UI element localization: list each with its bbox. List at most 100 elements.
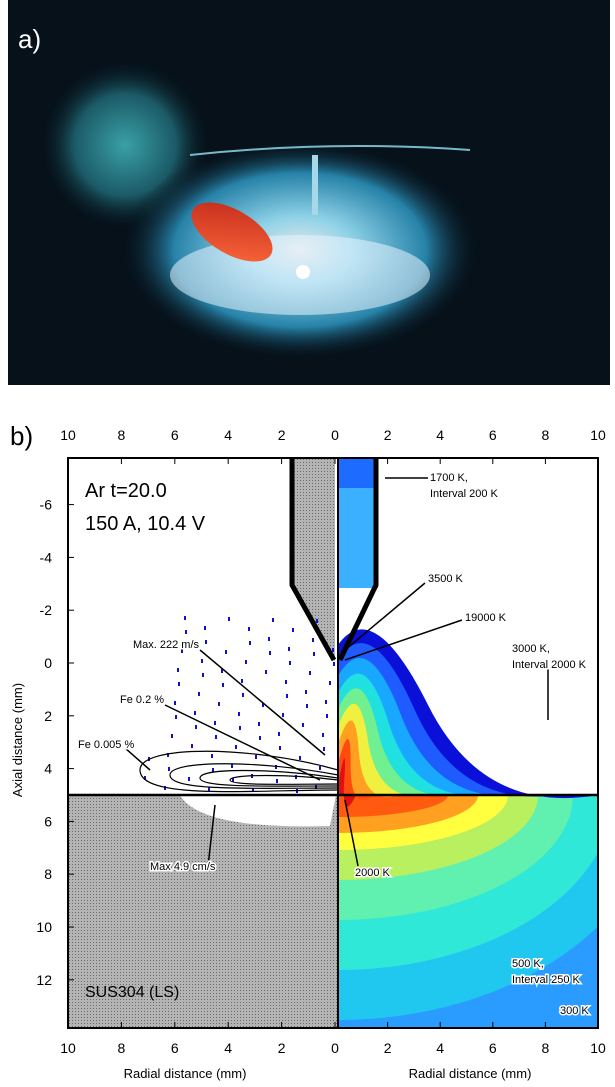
x-tick-label: 10 [60, 427, 76, 443]
vector [202, 673, 204, 677]
vector [235, 745, 237, 749]
annotation: 500 K, [512, 958, 544, 970]
vector [295, 775, 297, 779]
y-tick-label: 8 [44, 866, 52, 882]
vector [245, 660, 247, 664]
vector [316, 619, 318, 623]
vector [195, 725, 197, 729]
vector [228, 617, 230, 621]
vector [272, 618, 274, 622]
x-tick-label: 6 [489, 1040, 497, 1056]
vector [255, 755, 257, 759]
vector [292, 628, 294, 632]
annotation: Ar t=20.0 [85, 480, 167, 502]
vector [191, 744, 193, 748]
vector [175, 715, 177, 719]
y-tick-label: -2 [40, 602, 53, 618]
vector [248, 627, 250, 631]
x-tick-label: 2 [384, 1040, 392, 1056]
vector [306, 704, 308, 708]
x-tick-label: 8 [118, 1040, 126, 1056]
vector [279, 746, 281, 750]
y-tick-label: 10 [36, 919, 52, 935]
x-tick-label: 0 [331, 427, 339, 443]
annotation: Interval 250 K [512, 974, 581, 986]
annotation: 19000 K [465, 612, 507, 624]
y-tick-label: 12 [36, 972, 52, 988]
vector [309, 671, 311, 675]
vector [326, 714, 328, 718]
vector [305, 690, 307, 694]
vector [302, 723, 304, 727]
vector [238, 712, 240, 716]
x-tick-label: 0 [331, 1040, 339, 1056]
vector [332, 648, 334, 652]
y-tick-label: -6 [40, 497, 53, 513]
vector [222, 683, 224, 687]
annotation: Interval 2000 K [512, 659, 587, 671]
annotation: 3500 K [428, 573, 464, 585]
vector [269, 651, 271, 655]
y-tick-label: 4 [44, 761, 52, 777]
x-tick-label: 4 [224, 427, 232, 443]
vector [249, 641, 251, 645]
panel-label: a) [18, 24, 41, 54]
vector [204, 626, 206, 630]
x-tick-label: 2 [384, 427, 392, 443]
vector [185, 630, 187, 634]
annotation: 1700 K, [430, 472, 468, 484]
y-tick-label: 2 [44, 708, 52, 724]
vector [265, 670, 267, 674]
y-tick-label: -4 [40, 549, 53, 565]
figure: a) b) [0, 0, 615, 1087]
y-tick-label: 0 [44, 655, 52, 671]
x-tick-label: 4 [224, 1040, 232, 1056]
x-tick-label: 8 [542, 1040, 550, 1056]
annotation: Fe 0.2 % [120, 694, 164, 706]
annotation: Fe 0.005 % [78, 739, 134, 751]
vector [239, 726, 241, 730]
photo: a) [8, 0, 610, 385]
annotation: SUS304 (LS) [85, 984, 179, 1001]
x-tick-label: 10 [590, 1040, 606, 1056]
vector [288, 647, 290, 651]
x-tick-label: 8 [118, 427, 126, 443]
x-tick-label: 4 [436, 427, 444, 443]
vector [241, 679, 243, 683]
vector [218, 702, 220, 706]
vector [319, 766, 321, 770]
annotation: 300 K [560, 1005, 589, 1017]
vector [278, 732, 280, 736]
vector [313, 652, 315, 656]
vector [177, 668, 179, 672]
vector [194, 711, 196, 715]
vector [268, 637, 270, 641]
vector [289, 661, 291, 665]
vector [333, 662, 335, 666]
vector [285, 680, 287, 684]
annotation: 150 A, 10.4 V [85, 513, 206, 535]
vector [286, 694, 288, 698]
x-axis-label: Radial distance (mm) [409, 1066, 532, 1081]
vector [259, 736, 261, 740]
vector [171, 734, 173, 738]
annotation: Max. 222 m/s [133, 639, 200, 651]
vector [211, 754, 213, 758]
x-tick-label: 6 [171, 1040, 179, 1056]
vector [201, 659, 203, 663]
vector [168, 767, 170, 771]
vector [299, 756, 301, 760]
x-tick-label: 2 [278, 1040, 286, 1056]
x-tick-label: 8 [542, 427, 550, 443]
x-axis-label: Radial distance (mm) [124, 1066, 247, 1081]
annotation: Interval 200 K [430, 488, 499, 500]
annotation: 2000 K [355, 867, 391, 879]
vector [174, 701, 176, 705]
vector [188, 777, 190, 781]
vector [212, 768, 214, 772]
vector [178, 682, 180, 686]
panel-label: b) [10, 421, 33, 451]
vector [276, 779, 278, 783]
vector [184, 616, 186, 620]
y-tick-label: 6 [44, 813, 52, 829]
